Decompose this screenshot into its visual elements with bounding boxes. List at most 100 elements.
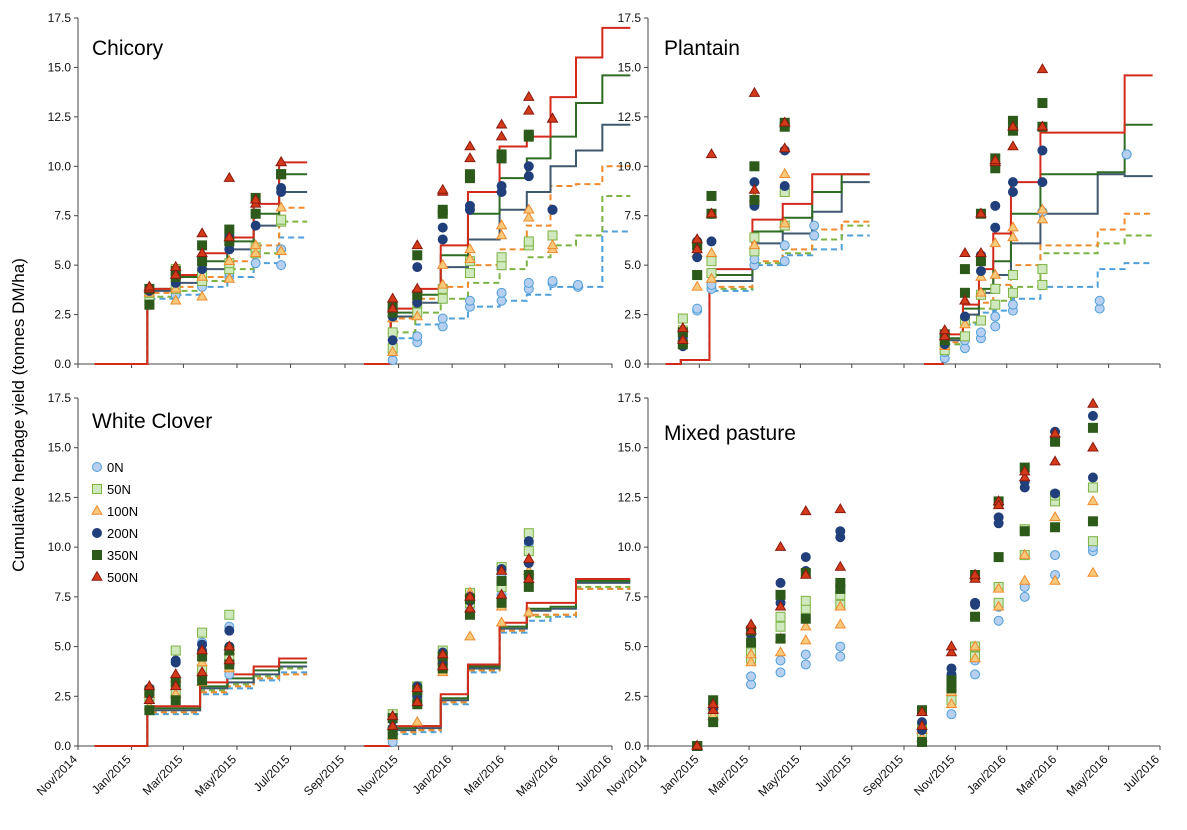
data-point-350N — [250, 208, 261, 219]
data-point-0N — [496, 287, 507, 298]
data-point-100N — [464, 243, 476, 254]
step-line-0N — [364, 587, 631, 747]
data-point-200N — [1007, 177, 1018, 188]
data-point-100N — [1087, 495, 1099, 506]
data-point-350N — [993, 552, 1004, 563]
data-point-50N — [170, 645, 181, 656]
step-line-500N — [665, 173, 870, 365]
data-point-350N — [523, 581, 534, 592]
step-line-0N — [924, 262, 1153, 365]
data-point-350N — [706, 190, 717, 201]
data-point-0N — [800, 659, 811, 670]
data-point-500N — [169, 268, 182, 279]
data-point-500N — [748, 86, 761, 97]
y-tick-label: 12.5 — [618, 490, 642, 504]
legend-marker-50N — [92, 484, 102, 494]
data-point-500N — [1036, 120, 1049, 131]
x-tick-label: May/2015 — [192, 752, 239, 799]
data-point-50N — [276, 214, 287, 225]
data-point-200N — [1037, 145, 1048, 156]
y-tick-label: 0.0 — [54, 357, 71, 371]
data-point-50N — [437, 293, 448, 304]
panel-title: Mixed pasture — [664, 422, 796, 445]
legend-label: 200N — [107, 526, 138, 541]
data-point-100N — [834, 618, 847, 629]
data-point-0N — [1007, 299, 1018, 310]
data-point-0N — [572, 279, 583, 290]
data-point-100N — [436, 258, 449, 269]
data-point-500N — [834, 560, 847, 571]
data-point-500N — [1018, 471, 1031, 482]
data-point-500N — [774, 540, 787, 551]
data-point-100N — [275, 245, 287, 256]
x-tick-label: May/2015 — [755, 752, 802, 799]
data-point-500N — [143, 280, 156, 291]
legend-label: 350N — [107, 548, 138, 563]
data-point-100N — [223, 254, 236, 265]
data-point-500N — [992, 499, 1005, 510]
y-tick-label: 2.5 — [624, 308, 641, 322]
data-point-500N — [223, 654, 236, 665]
data-point-500N — [436, 648, 449, 659]
data-point-500N — [495, 588, 508, 599]
data-point-100N — [223, 272, 236, 283]
data-point-100N — [1087, 566, 1099, 577]
data-point-200N — [990, 200, 1001, 211]
x-tick-label: Sep/2015 — [860, 752, 906, 798]
x-tick-label: Sep/2015 — [301, 752, 347, 798]
data-point-500N — [945, 640, 958, 651]
legend-marker-350N — [92, 550, 102, 560]
data-point-500N — [411, 682, 424, 693]
data-point-100N — [436, 278, 449, 289]
data-point-50N — [975, 315, 986, 326]
data-point-500N — [799, 568, 812, 579]
data-point-500N — [745, 618, 757, 629]
step-line-0N — [364, 230, 631, 365]
step-line-50N — [364, 194, 631, 365]
data-point-350N — [144, 299, 155, 310]
data-point-350N — [197, 675, 208, 686]
data-point-500N — [169, 260, 182, 271]
data-point-50N — [706, 256, 717, 267]
data-point-500N — [436, 660, 449, 671]
y-tick-label: 10.0 — [48, 159, 72, 173]
data-point-0N — [946, 709, 957, 720]
x-tick-label: Mar/2015 — [705, 752, 751, 798]
data-point-0N — [1094, 295, 1105, 306]
data-point-50N — [224, 609, 235, 620]
y-tick-label: 0.0 — [624, 739, 641, 753]
data-point-100N — [411, 310, 424, 321]
data-point-100N — [386, 345, 399, 356]
data-point-200N — [1007, 186, 1018, 197]
legend-marker-100N — [91, 504, 103, 515]
data-point-500N — [916, 719, 928, 730]
data-point-100N — [992, 600, 1005, 611]
data-point-100N — [834, 600, 847, 611]
data-point-500N — [143, 680, 156, 691]
y-tick-label: 0.0 — [624, 357, 641, 371]
y-tick-label: 17.5 — [618, 391, 642, 405]
data-point-100N — [522, 606, 535, 617]
data-point-350N — [523, 129, 534, 140]
data-point-0N — [250, 258, 261, 269]
data-point-100N — [969, 652, 981, 663]
data-point-500N — [1087, 441, 1099, 452]
data-point-0N — [779, 256, 790, 267]
data-point-350N — [975, 256, 986, 267]
data-point-0N — [970, 669, 981, 680]
data-point-350N — [170, 695, 181, 706]
data-point-100N — [959, 318, 971, 329]
data-point-350N — [197, 256, 208, 267]
data-point-200N — [437, 222, 448, 233]
x-tick-label: Jul/2015 — [812, 752, 854, 794]
data-point-50N — [547, 230, 558, 241]
data-point-200N — [276, 183, 287, 194]
data-point-350N — [775, 589, 786, 600]
data-point-0N — [547, 275, 558, 286]
panel-title: Plantain — [664, 37, 740, 60]
y-tick-label: 7.5 — [54, 590, 71, 604]
y-tick-label: 0.0 — [54, 739, 71, 753]
data-point-500N — [495, 130, 508, 141]
data-point-500N — [386, 292, 399, 303]
